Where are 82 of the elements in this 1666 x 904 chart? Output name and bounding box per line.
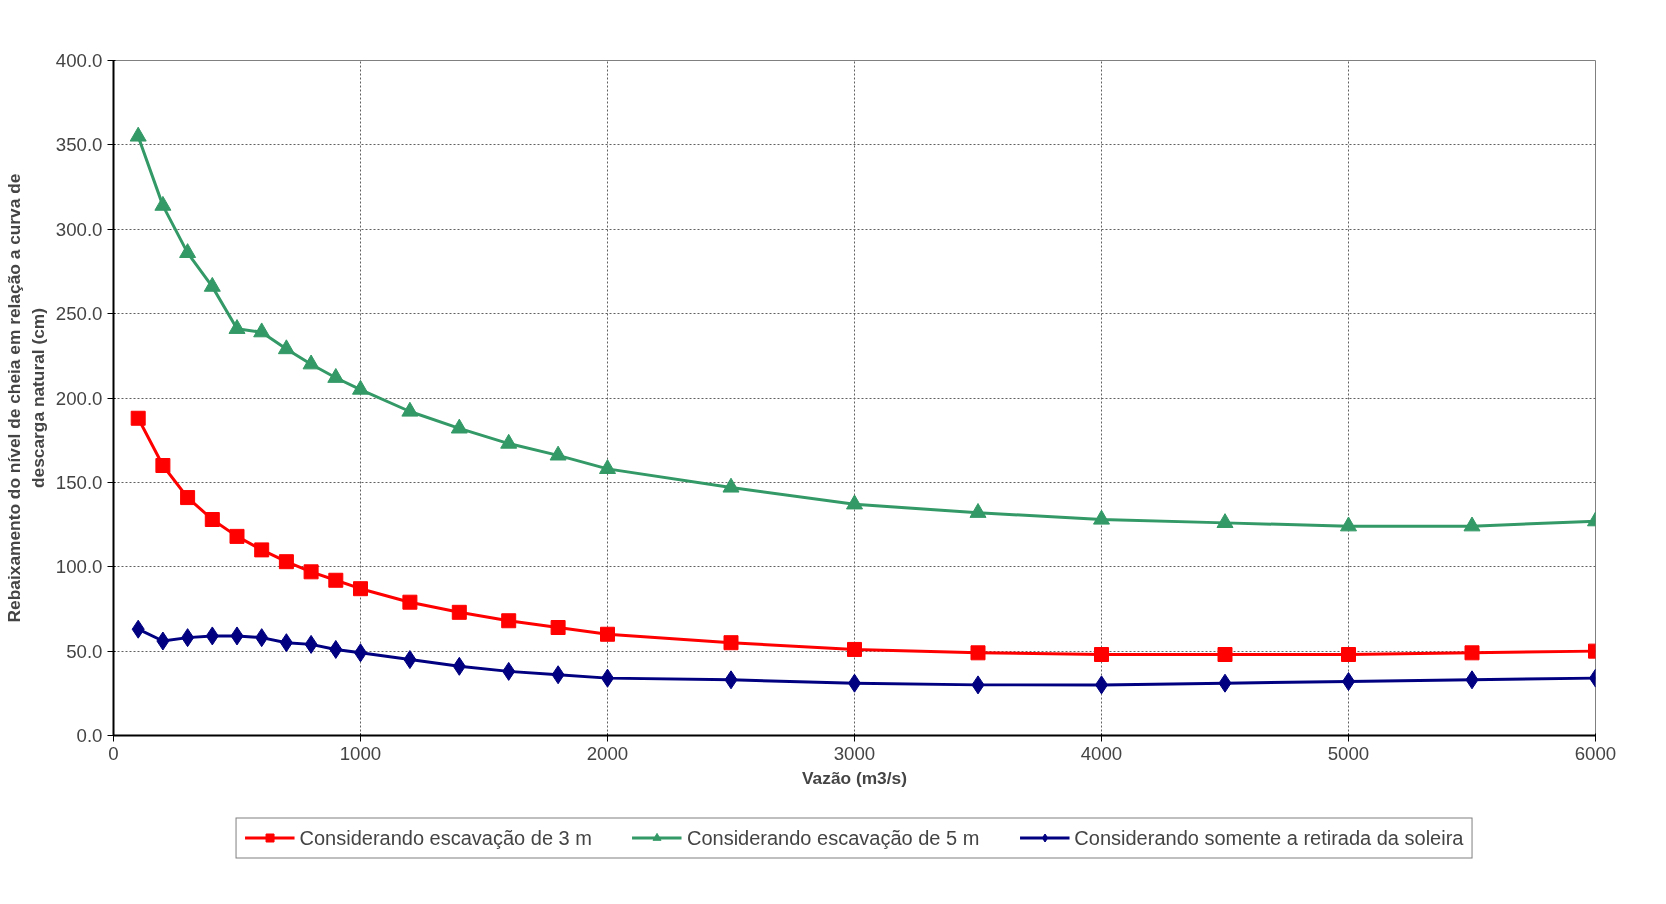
point: [255, 628, 269, 648]
point: [501, 613, 517, 629]
point: [352, 379, 369, 395]
point: [969, 503, 987, 518]
point: [205, 626, 219, 646]
point: [1217, 647, 1233, 662]
x-tick-label: 4000: [1080, 742, 1123, 764]
point: [451, 604, 467, 620]
point: [1093, 509, 1110, 525]
point: [131, 619, 145, 639]
point: [203, 276, 221, 292]
point: [452, 656, 466, 676]
point: [846, 494, 863, 510]
point: [230, 626, 244, 646]
point: [328, 572, 344, 588]
point: [156, 631, 170, 651]
point: [304, 634, 318, 654]
point: [971, 675, 985, 695]
point: [599, 459, 616, 474]
x-tick-label: 5000: [1327, 742, 1370, 764]
y-tick-label: 300.0: [55, 218, 103, 240]
point: [353, 581, 368, 597]
point: [1094, 647, 1109, 662]
y-tick-label: 50.0: [66, 640, 103, 662]
y-tick-label: 250.0: [55, 303, 103, 325]
point: [181, 628, 195, 648]
point: [204, 512, 220, 527]
point: [1341, 647, 1356, 662]
x-tick-label: 0: [108, 742, 119, 764]
point: [1463, 516, 1481, 532]
x-tick-label: 3000: [833, 742, 876, 764]
point: [302, 354, 320, 370]
point: [970, 645, 986, 661]
y-tick-label: 100.0: [55, 556, 103, 578]
point: [154, 195, 172, 211]
x-tick-label: 1000: [339, 742, 382, 764]
x-tick-label: 2000: [586, 742, 629, 764]
legend-label: Considerando somente a retirada da soleira: [1074, 826, 1464, 849]
point: [551, 665, 565, 685]
point: [723, 635, 739, 651]
point: [279, 633, 293, 653]
y-tick-label: 350.0: [55, 134, 103, 156]
point: [450, 418, 468, 434]
y-axis-title: Rebaixamento do nível de cheia em relação a curva de descarga natural (cm): [3, 173, 48, 623]
point: [724, 670, 738, 690]
point: [327, 368, 345, 383]
point: [502, 661, 516, 681]
point: [180, 490, 196, 506]
point: [303, 564, 319, 580]
point: [403, 650, 417, 670]
legend-label: Considerando escavação de 5 m: [686, 826, 980, 849]
x-axis-title: Vazão (m3/s): [802, 767, 907, 788]
point: [277, 339, 295, 355]
point: [1464, 645, 1480, 661]
point: [229, 528, 245, 544]
point: [722, 477, 740, 493]
y-tick-label: 0.0: [76, 725, 103, 746]
point: [401, 401, 419, 417]
point: [278, 554, 294, 570]
point: [1340, 516, 1357, 532]
legend-label: Considerando escavação de 3 m: [299, 826, 592, 849]
point: [1465, 670, 1479, 690]
y-tick-label: 150.0: [55, 471, 103, 493]
x-tick-label: 6000: [1574, 742, 1617, 764]
point: [550, 620, 566, 635]
point: [600, 626, 615, 642]
y-tick-label: 200.0: [55, 387, 103, 409]
point: [129, 126, 147, 142]
point: [179, 243, 197, 258]
point: [329, 639, 343, 659]
point: [402, 594, 418, 610]
point: [155, 458, 171, 473]
point: [1216, 513, 1234, 528]
point: [1218, 673, 1232, 693]
point: [847, 641, 862, 657]
y-tick-label: 400.0: [55, 50, 103, 71]
point: [500, 433, 518, 449]
point: [254, 542, 270, 558]
point: [130, 410, 146, 426]
point: [228, 319, 246, 334]
point: [253, 322, 271, 338]
point: [549, 445, 567, 461]
